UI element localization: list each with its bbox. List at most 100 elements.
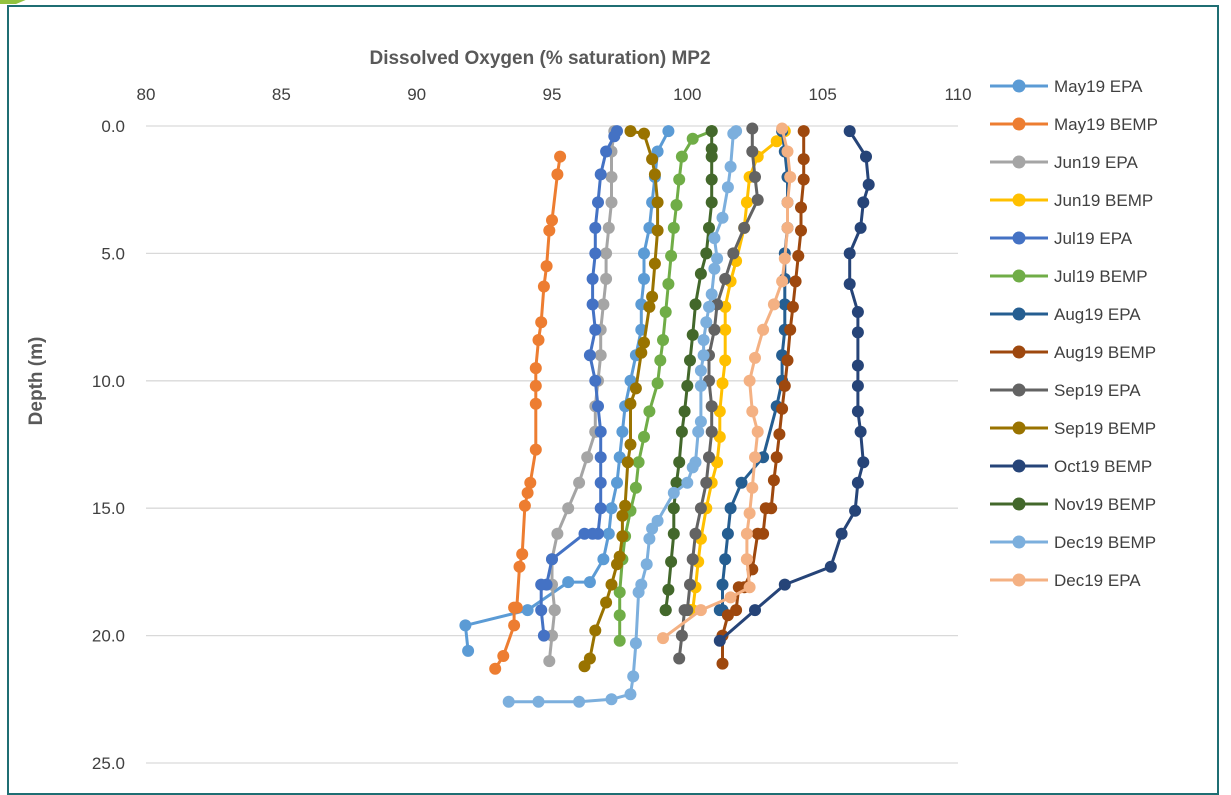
data-point: [694, 364, 707, 377]
legend-item: Jun19 BEMP: [990, 191, 1153, 210]
data-point: [862, 178, 875, 191]
data-point: [738, 221, 751, 234]
data-point: [518, 499, 531, 512]
data-point: [781, 196, 794, 209]
legend-swatch-marker: [1012, 231, 1026, 245]
legend-swatch-marker: [1012, 497, 1026, 511]
data-point: [611, 558, 623, 571]
data-point: [600, 272, 613, 285]
data-point: [795, 201, 807, 214]
legend-label: Dec19 BEMP: [1054, 533, 1156, 552]
data-point: [646, 522, 659, 535]
data-point: [583, 349, 596, 362]
series-line: [690, 130, 786, 612]
x-tick-label: 110: [944, 85, 971, 104]
data-point: [529, 397, 542, 410]
data-point: [502, 695, 515, 708]
data-point: [703, 221, 715, 234]
data-point: [462, 644, 475, 657]
data-point: [705, 150, 718, 163]
data-point: [662, 278, 675, 290]
legend-item: Dec19 BEMP: [990, 533, 1156, 552]
data-point: [624, 438, 637, 451]
data-point: [529, 443, 542, 456]
data-point: [678, 604, 691, 617]
data-point: [675, 629, 688, 642]
legend-label: Jul19 BEMP: [1054, 267, 1148, 286]
data-point: [703, 300, 715, 313]
data-point: [778, 379, 791, 392]
data-point: [535, 316, 548, 329]
data-point: [684, 578, 696, 591]
data-point: [749, 451, 761, 464]
data-point: [662, 125, 675, 138]
data-point: [843, 247, 856, 260]
data-point: [665, 249, 678, 262]
legend-item: Jun19 EPA: [990, 153, 1138, 172]
data-point: [824, 560, 837, 573]
data-point: [708, 262, 721, 275]
legend-swatch-marker: [1012, 459, 1026, 473]
data-point: [532, 695, 545, 708]
data-point: [459, 619, 472, 632]
data-point: [843, 278, 856, 290]
legend-swatch-marker: [1012, 79, 1026, 93]
data-point: [751, 425, 764, 438]
y-tick-label: 20.0: [92, 627, 125, 646]
data-point: [751, 527, 764, 540]
data-point: [751, 193, 764, 206]
data-point: [719, 272, 732, 285]
data-point: [700, 316, 713, 329]
legend-label: Dec19 EPA: [1054, 571, 1141, 590]
legend: May19 EPA May19 BEMP Jun19 EPA Jun19 BEMP Ju…: [990, 77, 1158, 590]
legend-item: Aug19 BEMP: [990, 343, 1156, 362]
data-point: [592, 400, 604, 413]
data-point: [740, 527, 753, 540]
data-point: [694, 502, 707, 515]
data-point: [703, 451, 715, 464]
data-point: [543, 224, 556, 237]
data-point: [684, 354, 696, 367]
data-point: [586, 272, 599, 285]
data-point: [851, 306, 864, 318]
legend-item: Sep19 BEMP: [990, 419, 1156, 438]
data-point: [589, 247, 602, 260]
legend-swatch-marker: [1012, 307, 1026, 321]
data-point: [589, 221, 602, 234]
data-point: [851, 405, 864, 418]
legend-item: Aug19 EPA: [990, 305, 1141, 324]
y-tick-label: 15.0: [92, 499, 125, 518]
data-point: [681, 379, 694, 392]
data-point: [605, 171, 618, 183]
data-point: [673, 456, 686, 469]
series-dec19-bemp: [502, 125, 743, 708]
data-point: [638, 247, 650, 260]
data-point: [692, 425, 705, 438]
data-point: [608, 130, 621, 143]
data-point: [735, 476, 748, 489]
data-point: [551, 168, 564, 181]
data-point: [554, 150, 567, 163]
series-layer: [459, 122, 875, 708]
data-point: [611, 476, 623, 489]
data-point: [667, 502, 680, 515]
data-point: [776, 402, 789, 415]
series-line: [718, 130, 871, 642]
y-tick-label: 10.0: [92, 372, 125, 391]
x-tick-labels: 80 85 90 95 100 105 110: [137, 85, 972, 104]
legend-swatch-marker: [1012, 193, 1026, 207]
data-point: [594, 451, 607, 464]
legend-label: May19 EPA: [1054, 77, 1143, 96]
data-point: [651, 196, 664, 209]
data-point: [562, 576, 575, 589]
data-point: [632, 456, 645, 469]
data-point: [784, 171, 797, 183]
data-point: [746, 122, 759, 135]
data-point: [749, 351, 761, 364]
data-point: [665, 555, 678, 568]
y-tick-label: 25.0: [92, 754, 125, 773]
legend-swatch-marker: [1012, 345, 1026, 359]
data-point: [705, 125, 718, 138]
data-point: [686, 328, 699, 341]
